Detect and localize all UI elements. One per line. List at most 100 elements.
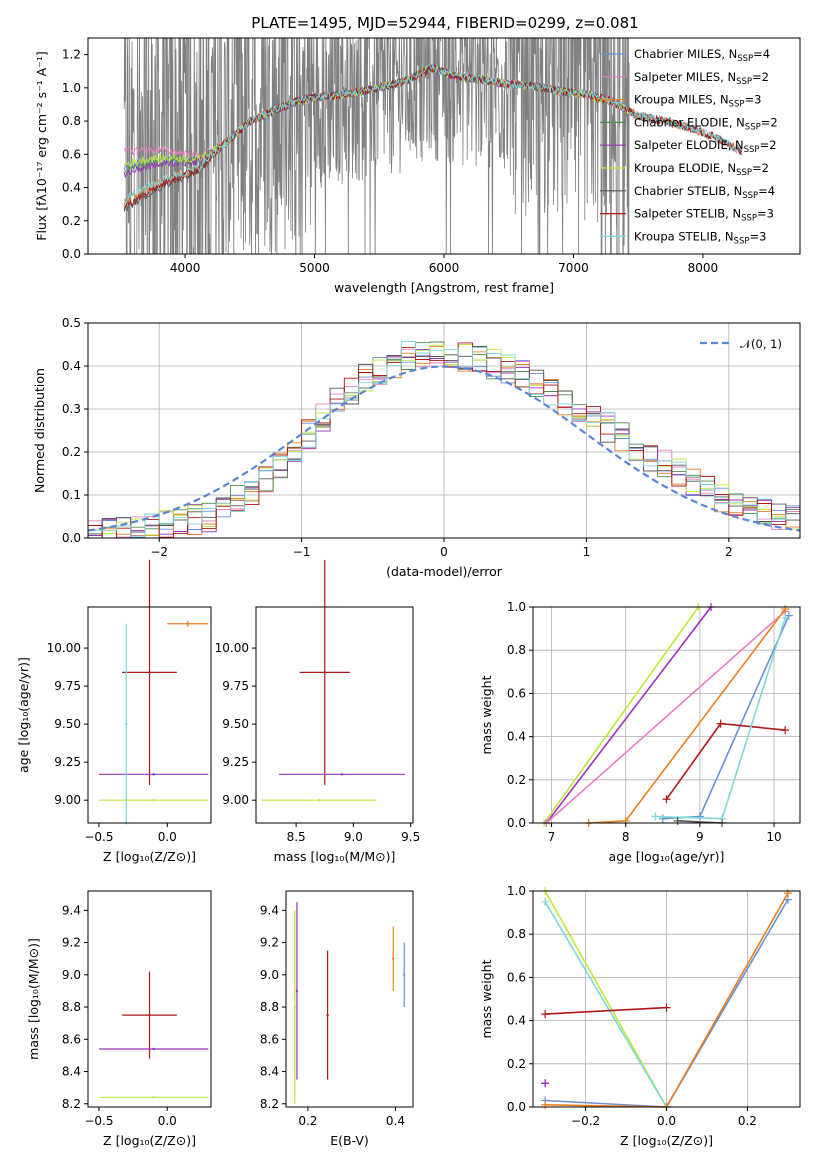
- series-line-kroupa-elodie: [543, 606, 700, 824]
- legend-subscript: SSP: [736, 77, 752, 87]
- legend-label: 𝒩(0, 1): [740, 337, 782, 351]
- x-tick-label: 7000: [558, 261, 589, 275]
- y-tick-label: 9.25: [222, 755, 249, 769]
- legend-label-value: =2: [752, 70, 769, 84]
- x-tick-label: 2: [725, 545, 733, 559]
- x-tick-label: 7: [548, 830, 556, 844]
- series-marker: [541, 1010, 550, 1019]
- x-tick-label: −2: [150, 545, 168, 559]
- x-axis-label: Z [log₁₀(Z/Z⊙)]: [103, 849, 196, 864]
- data-point: [392, 957, 395, 960]
- data-point: [326, 1013, 329, 1017]
- x-tick-label: 0.0: [657, 1114, 676, 1128]
- series-marker: [662, 795, 671, 804]
- x-axis-label: (data-model)/error: [386, 564, 503, 579]
- data-point: [148, 1013, 151, 1017]
- axes-frame: [255, 606, 414, 824]
- series-marker: [695, 812, 704, 821]
- legend-label: Salpeter ELODIE, NSSP=2: [634, 138, 777, 155]
- legend-label: Chabrier STELIB, NSSP=4: [634, 184, 775, 201]
- data-point: [152, 1047, 155, 1051]
- legend-label-value: =4: [753, 47, 770, 61]
- model-spectrum-salpeter-stelib: [123, 64, 742, 210]
- y-tick-label: 9.4: [62, 903, 81, 917]
- legend-label: Kroupa STELIB, NSSP=3: [634, 229, 766, 246]
- series-marker: [716, 719, 725, 728]
- legend-label-value: =2: [760, 138, 777, 152]
- y-tick-label: 0.2: [62, 445, 81, 459]
- x-tick-label: −0.2: [571, 1114, 600, 1128]
- data-point: [340, 773, 344, 776]
- observed-spectrum-line: [123, 38, 630, 254]
- data-point: [403, 973, 406, 977]
- x-tick-label: 8000: [688, 261, 719, 275]
- y-tick-label: 0.2: [62, 214, 81, 228]
- y-axis-label: mass weight: [479, 959, 494, 1038]
- y-tick-label: 9.0: [62, 968, 81, 982]
- y-tick-label: 0.2: [507, 773, 526, 787]
- legend-subscript: SSP: [737, 54, 753, 64]
- series-marker: [783, 889, 792, 898]
- series-line-kroupa-miles: [588, 608, 786, 824]
- y-tick-label: 8.4: [62, 1065, 81, 1079]
- series-marker: [662, 1003, 671, 1012]
- y-tick-label: 0.4: [507, 1014, 526, 1028]
- legend-label-value: =3: [744, 93, 761, 107]
- y-tick-label: 9.50: [54, 717, 81, 731]
- y-tick-label: 0.6: [62, 147, 81, 161]
- series-line-salpeter-stelib: [665, 722, 786, 800]
- x-tick-label: 9: [696, 830, 704, 844]
- x-tick-label: −1: [293, 545, 311, 559]
- data-point: [148, 671, 151, 674]
- series-line-salpeter-miles: [545, 610, 786, 824]
- axes-frame: [285, 890, 414, 1108]
- y-tick-label: 0.4: [62, 181, 81, 195]
- axes-frame: [87, 606, 212, 824]
- figure-title: PLATE=1495, MJD=52944, FIBERID=0299, z=0…: [251, 14, 638, 32]
- y-tick-label: 0.3: [62, 402, 81, 416]
- legend-label: Chabrier ELODIE, NSSP=2: [634, 115, 778, 132]
- axes-frame: [532, 606, 801, 824]
- legend-label-text: Chabrier ELODIE, N: [634, 115, 745, 129]
- histogram-salpeter-stelib: [88, 342, 800, 538]
- y-tick-label: 0.5: [62, 316, 81, 330]
- massweight_vs_Z-panel: −0.2 0.0 0.2 0.0 0.2 0.4 0.6 0.8 1.0 Z [log₁₀(Z/Z…: [479, 884, 801, 1148]
- y-tick-label: 1.0: [62, 81, 81, 95]
- residuals-plot-area: [88, 341, 800, 538]
- x-tick-label: 0: [440, 545, 448, 559]
- legend-label-text: Kroupa MILES, N: [634, 93, 729, 107]
- legend-label-text: Chabrier MILES, N: [634, 47, 737, 61]
- y-tick-label: 8.2: [260, 1097, 279, 1111]
- normal-distribution-curve: [88, 365, 800, 532]
- series-marker: [541, 897, 550, 906]
- y-tick-label: 0.8: [62, 114, 81, 128]
- data-point: [293, 1005, 296, 1009]
- legend-label-text: Chabrier STELIB, N: [634, 184, 742, 198]
- y-tick-label: 9.4: [260, 903, 279, 917]
- x-tick-label: −0.5: [84, 830, 113, 844]
- data-point: [317, 798, 321, 802]
- y-tick-label: 0.0: [507, 1100, 526, 1114]
- data-point: [323, 671, 326, 674]
- y-tick-label: 9.25: [54, 755, 81, 769]
- data-point: [295, 989, 299, 993]
- y-tick-label: 9.00: [222, 793, 249, 807]
- legend-subscript: SSP: [729, 100, 745, 110]
- series-marker: [781, 726, 790, 735]
- y-tick-label: 9.2: [260, 936, 279, 950]
- y-tick-label: 0.4: [507, 730, 526, 744]
- mass_vs_ebv-panel: 0.2 0.4 8.2 8.4 8.6 8.8 9.0 9.2 9.4 E(B-V): [260, 890, 414, 1148]
- x-tick-label: 8: [622, 830, 630, 844]
- y-tick-label: 0.8: [507, 643, 526, 657]
- y-tick-label: 9.0: [260, 968, 279, 982]
- series-line-salpeter-elodie: [545, 606, 712, 824]
- spectrum-plot-area: [123, 38, 742, 254]
- y-tick-label: 0.6: [507, 686, 526, 700]
- legend-label: Chabrier MILES, NSSP=4: [634, 47, 770, 64]
- y-tick-label: 8.2: [62, 1097, 81, 1111]
- legend-label-value: =2: [761, 115, 778, 129]
- y-tick-label: 0.1: [62, 488, 81, 502]
- series-marker: [541, 1079, 550, 1088]
- legend-label: Kroupa MILES, NSSP=3: [634, 93, 761, 110]
- model-spectrum-kroupa-stelib: [123, 62, 742, 204]
